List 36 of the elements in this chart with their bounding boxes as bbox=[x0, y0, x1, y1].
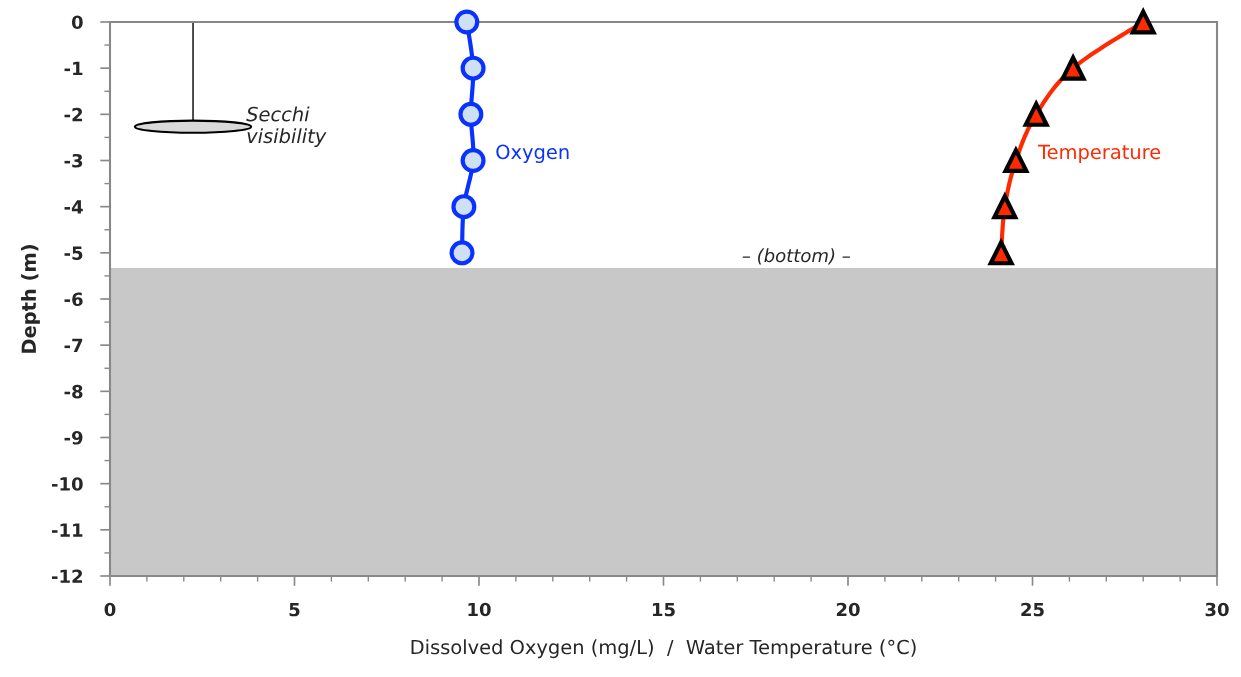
annotation: Secchi visibility bbox=[246, 106, 327, 147]
series-label: Oxygen bbox=[496, 144, 569, 163]
y-tick-label: -9 bbox=[64, 430, 83, 445]
y-tick-label: -1 bbox=[64, 61, 83, 76]
y-tick-label: -2 bbox=[64, 107, 83, 122]
point bbox=[1059, 53, 1087, 81]
x-tick-label: 15 bbox=[652, 602, 675, 617]
point bbox=[460, 55, 486, 81]
x-axis-title: Dissolved Oxygen (mg/L) / Water Temperature (°C) bbox=[411, 639, 916, 659]
x-tick-label: 0 bbox=[104, 602, 116, 617]
y-tick-label: -3 bbox=[64, 153, 83, 168]
series-label: Temperature bbox=[1037, 144, 1161, 163]
point bbox=[1130, 9, 1156, 35]
y-tick-label: -12 bbox=[51, 569, 83, 583]
x-tick-label: 30 bbox=[1205, 602, 1229, 617]
band-label: – (bottom) – bbox=[742, 248, 851, 265]
y-tick-label: -8 bbox=[64, 384, 83, 399]
point bbox=[1002, 145, 1030, 174]
point bbox=[1022, 99, 1050, 127]
point bbox=[454, 9, 480, 35]
point bbox=[449, 240, 475, 266]
y-tick-label: 0 bbox=[71, 15, 83, 30]
y-tick-label: -7 bbox=[64, 338, 83, 353]
point bbox=[458, 101, 484, 127]
y-tick-label: -5 bbox=[64, 246, 83, 260]
y-tick-label: -11 bbox=[51, 523, 83, 537]
x-tick-label: 10 bbox=[468, 602, 491, 617]
y-tick-label: -4 bbox=[64, 200, 83, 214]
y-axis-title: Depth (m) bbox=[21, 245, 40, 353]
x-tick-label: 5 bbox=[289, 602, 300, 617]
x-tick-label: 25 bbox=[1021, 602, 1044, 617]
y-tick-label: -6 bbox=[64, 292, 83, 307]
y-tick-label: -10 bbox=[51, 477, 83, 491]
point bbox=[460, 147, 486, 174]
point bbox=[451, 194, 477, 220]
x-tick-label: 20 bbox=[836, 602, 860, 617]
